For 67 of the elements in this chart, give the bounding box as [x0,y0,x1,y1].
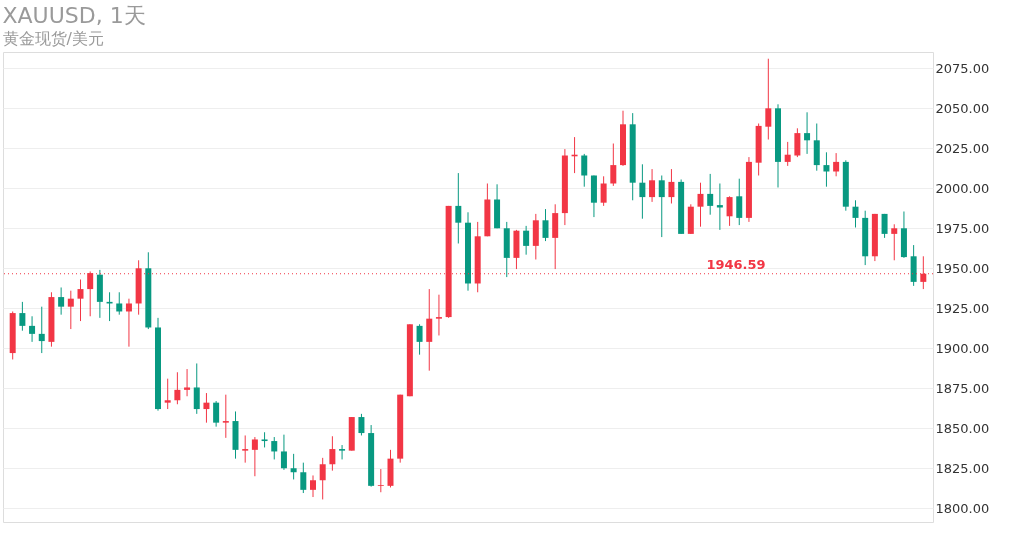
y-tick-label: 1800.00 [935,500,990,516]
y-tick-label: 2075.00 [935,60,990,76]
y-tick-label: 2050.00 [935,100,990,116]
candlestick [242,434,249,464]
candlestick [77,278,84,322]
chart-title: XAUUSD, 1天 [2,3,146,28]
candlestick [542,208,549,242]
candlestick [639,163,646,220]
candlestick [426,288,433,372]
candlestick [707,173,714,216]
candlestick [784,141,791,167]
candlestick [290,453,297,480]
candlestick [310,474,316,498]
candlestick [668,168,675,204]
candlestick [116,291,123,316]
candlestick [358,413,365,436]
candlestick [213,400,220,428]
candlestick [658,175,665,238]
candlestick [38,306,45,354]
candlestick [280,434,287,471]
candlestick [339,444,346,460]
candlestick [891,223,898,261]
y-tick-label: 1925.00 [935,300,990,316]
candlestick [581,153,588,188]
ref-line-label: 1946.59 [706,256,766,272]
candlestick [29,315,36,343]
y-tick-label: 2025.00 [935,140,990,156]
candlestick [164,378,171,410]
candlestick [184,368,191,397]
y-tick-label: 1900.00 [935,340,990,356]
candlestick [823,151,830,188]
candlestick [377,468,384,493]
candlestick [523,225,530,256]
candlestick [852,199,859,228]
candlestick [435,294,442,336]
candlestick [649,168,656,203]
candlestick [19,301,26,332]
candlestick [251,436,258,477]
candlestick [319,457,326,500]
candlestick [765,58,772,141]
candlestick [794,127,801,158]
candlestick [271,436,278,460]
candlestick [58,286,65,316]
candlestick [804,111,811,155]
candlestick [416,323,423,356]
y-tick-label: 1950.00 [935,260,990,276]
candlestick [726,195,733,227]
y-tick-label: 1875.00 [935,380,990,396]
candlestick [300,462,307,494]
chart-subtitle: 黄金现货/美元 [2,29,104,48]
candlestick [67,290,74,330]
candlestick [203,392,210,424]
candlestick [833,152,840,177]
candlestick [329,435,336,472]
candlestick [455,172,462,244]
candlestick [125,298,132,348]
candlestick [193,362,200,415]
candlestick [736,178,743,226]
y-tick-label: 1850.00 [935,420,990,436]
y-tick-label: 2000.00 [935,180,990,196]
y-tick-label: 1975.00 [935,220,990,236]
candlestick [222,394,229,439]
candlestick [174,371,181,405]
candlestick [697,182,704,228]
y-tick-label: 1825.00 [935,460,990,476]
candlestick [600,175,607,207]
candlestick [610,143,617,187]
